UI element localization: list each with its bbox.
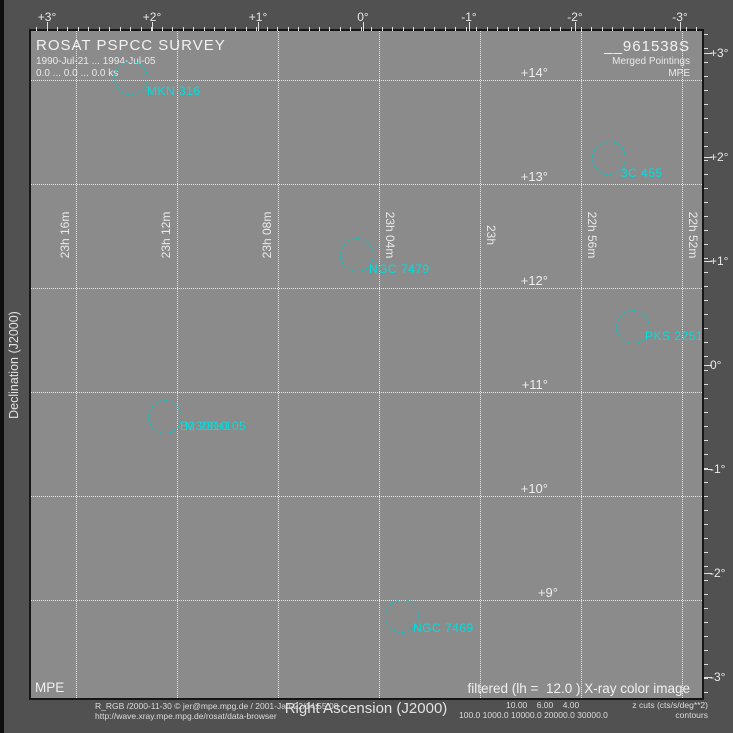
contour-levels: 10.00 6.00 4.00 bbox=[506, 700, 580, 710]
sequence-id: __961538S bbox=[604, 38, 690, 55]
z-scale-values: 100.0 1000.0 10000.0 20000.0 30000.0 bbox=[459, 710, 608, 720]
ra-label-23h12m: 23h 12m bbox=[159, 211, 173, 259]
dec-gridline bbox=[31, 288, 702, 289]
top-axis-tick-label: -3° bbox=[672, 10, 688, 24]
source-label-b2308-overlay: M 2310 bbox=[185, 419, 229, 433]
ra-axis-title: Right Ascension (J2000) bbox=[284, 700, 448, 717]
ra-label-23h: 23h bbox=[484, 224, 498, 246]
source-label-ngc7469: NGC 7469 bbox=[413, 621, 474, 635]
z-cuts-label: z cuts (cts/s/deg**2) bbox=[632, 700, 708, 710]
date-range: 1990-Jul-21 ... 1994-Jul-05 bbox=[36, 56, 156, 67]
ra-gridline bbox=[581, 31, 582, 698]
dec-gridline bbox=[31, 392, 702, 393]
dec-gridline bbox=[31, 80, 702, 81]
pointing-note: Merged Pointings bbox=[612, 56, 690, 67]
source-label-3c455: 3C 455 bbox=[621, 166, 663, 180]
ra-gridline bbox=[177, 31, 178, 698]
top-axis-ruler bbox=[31, 22, 702, 31]
exposure-range: 0.0 ... 0.0 ... 0.0 ks bbox=[36, 68, 119, 79]
left-edge-strip bbox=[0, 0, 4, 733]
right-axis-tick-label: +1° bbox=[710, 254, 729, 268]
top-axis-tick-label: +2° bbox=[142, 10, 162, 24]
source-circle-b2308 bbox=[148, 400, 182, 434]
dec-gridline bbox=[31, 600, 702, 601]
filter-info-label: filtered (lh = 12.0 ) X-ray color image bbox=[467, 681, 690, 696]
dec-label-plus13: +13° bbox=[520, 169, 548, 184]
ra-label-23h04m: 23h 04m bbox=[383, 211, 397, 259]
right-axis-tick-label: 0° bbox=[710, 358, 722, 372]
right-axis-tick-label: -3° bbox=[710, 670, 726, 684]
ra-gridline bbox=[379, 31, 380, 698]
dec-gridline bbox=[31, 184, 702, 185]
top-axis-tick-label: -2° bbox=[567, 10, 583, 24]
ra-gridline bbox=[480, 31, 481, 698]
right-axis-ruler bbox=[704, 31, 713, 698]
dec-label-plus9: +9° bbox=[537, 585, 558, 600]
mpe-corner-label: MPE bbox=[35, 680, 65, 695]
source-label-ngc7479: NGC 7479 bbox=[369, 262, 430, 276]
source-label-b2308: B2308+105 bbox=[180, 419, 247, 433]
source-circle-3c455 bbox=[592, 141, 626, 175]
dec-label-plus10: +10° bbox=[520, 481, 548, 496]
ra-label-23h16m: 23h 16m bbox=[58, 211, 72, 259]
dec-axis-title: Declination (J2000) bbox=[7, 311, 21, 419]
source-label-mkn316: MKN 316 bbox=[147, 84, 201, 98]
ra-gridline bbox=[76, 31, 77, 698]
right-axis-tick-label: -1° bbox=[710, 462, 726, 476]
right-axis-tick-label: +2° bbox=[710, 150, 729, 164]
dec-label-plus11: +11° bbox=[521, 377, 548, 392]
data-browser-url: http://wave.xray.mpe.mpg.de/rosat/data-b… bbox=[95, 711, 277, 721]
credit-line: R_RGB /2000-11-30 © jer@mpe.mpg.de / 200… bbox=[95, 701, 339, 711]
source-label-pks2251: PKS 2251 bbox=[645, 329, 704, 343]
dec-label-plus14: +14° bbox=[520, 65, 548, 80]
source-circle-mkn316 bbox=[114, 61, 148, 95]
top-axis-tick-label: +3° bbox=[37, 10, 57, 24]
ra-label-23h08m: 23h 08m bbox=[260, 211, 274, 259]
ra-label-22h52m: 22h 52m bbox=[686, 211, 700, 259]
institute-label: MPE bbox=[668, 68, 690, 79]
top-axis-tick-label: -1° bbox=[461, 10, 477, 24]
right-axis-tick-label: -2° bbox=[710, 566, 726, 580]
source-circle-ngc7479 bbox=[340, 238, 374, 272]
dec-label-plus12: +12° bbox=[520, 273, 548, 288]
top-axis-tick-label: 0° bbox=[357, 10, 369, 24]
right-axis-tick-label: +3° bbox=[710, 46, 729, 60]
source-circle-ngc7469 bbox=[385, 599, 419, 633]
contours-label: contours bbox=[675, 710, 708, 720]
ra-label-22h56m: 22h 56m bbox=[585, 211, 599, 259]
top-axis-tick-label: +1° bbox=[248, 10, 268, 24]
sky-image-plot bbox=[29, 29, 704, 700]
survey-title: ROSAT PSPCC SURVEY bbox=[36, 37, 226, 54]
dec-gridline bbox=[31, 496, 702, 497]
source-circle-pks2251 bbox=[616, 310, 650, 344]
ra-gridline bbox=[682, 31, 683, 698]
ra-gridline bbox=[278, 31, 279, 698]
